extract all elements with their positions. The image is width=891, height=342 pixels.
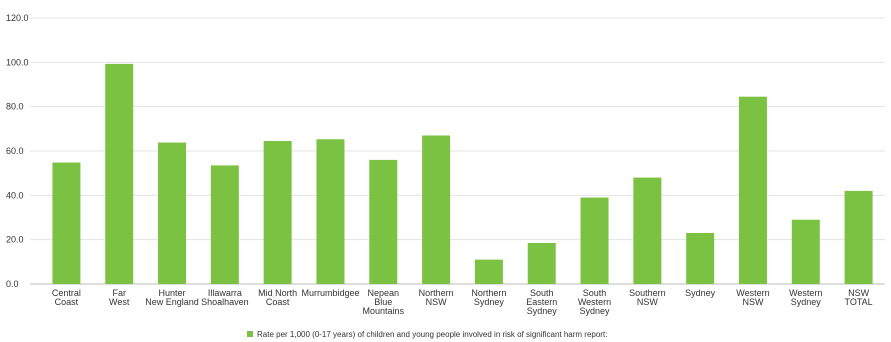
x-tick-label-line: Sydney [580,306,611,316]
x-tick-label-line: TOTAL [845,297,873,307]
bar [316,139,345,284]
x-tick-label: Murrumbidgee [301,288,359,298]
x-tick-label: Southern NSW [629,288,666,307]
x-tick-label-line: Blue [374,297,392,307]
bar [210,165,239,284]
x-tick-label-line: Central [52,288,81,298]
x-tick-label-line: Western [578,297,611,307]
x-tick-label-line: South [530,288,554,298]
bar [52,162,81,284]
x-tick-label: South Western Sydney [578,288,611,316]
x-tick-label: Northern Sydney [471,288,506,307]
bar [633,177,662,284]
bar [738,96,767,284]
legend-label: Rate per 1,000 (0-17 years) of children … [257,330,607,339]
bar [158,142,187,284]
x-tick-label-line: NSW [848,288,870,298]
x-tick-label-line: Far [112,288,126,298]
x-tick-label-line: Illawarra [208,288,242,298]
x-tick-label: South Eastern Sydney [526,288,557,316]
bar [422,135,451,284]
x-tick-label-line: Hunter [159,288,186,298]
bar [844,190,873,284]
x-tick-label-line: Western [789,288,822,298]
bar [105,63,134,285]
x-tick-label-line: Coast [266,297,290,307]
x-tick-label: NSW TOTAL [845,288,873,307]
x-tick-label-line: South [583,288,607,298]
y-tick-label: 120.0 [6,13,29,23]
x-tick-label: Western NSW [736,288,769,307]
x-tick-label-line: Mid North [258,288,297,298]
bars [52,63,873,285]
x-tick-label: Nepean Blue Mountains [363,288,405,316]
x-tick-label: Hunter New England [145,288,199,307]
x-tick-label-line: Northern [419,288,454,298]
y-tick-label: 100.0 [6,57,29,67]
bar [791,219,820,284]
y-tick-label: 80.0 [6,102,24,112]
x-tick-label: Mid North Coast [258,288,297,307]
x-tick-label-line: Sydney [685,288,716,298]
x-tick-label-line: Sydney [474,297,505,307]
x-tick-label-line: Southern [629,288,666,298]
y-axis-ticks: 0.0 20.0 40.0 60.0 80.0 100.0 120.0 [6,13,29,289]
y-tick-label: 0.0 [6,279,19,289]
y-tick-label: 20.0 [6,235,24,245]
bar [580,197,609,284]
legend: Rate per 1,000 (0-17 years) of children … [247,330,607,339]
x-tick-label-line: NSW [637,297,659,307]
y-tick-label: 40.0 [6,190,24,200]
x-tick-label-line: West [109,297,130,307]
legend-swatch [247,331,253,337]
x-tick-label-line: NSW [426,297,448,307]
x-tick-label: Illawarra Shoalhaven [201,288,249,307]
x-tick-label-line: Murrumbidgee [301,288,359,298]
x-tick-label-line: Northern [471,288,506,298]
bar [263,141,292,284]
x-tick-label: Far West [109,288,130,307]
bar [474,259,503,284]
bar [527,242,556,284]
x-tick-label: Western Sydney [789,288,822,307]
x-tick-label-line: Sydney [527,306,558,316]
x-tick-label-line: NSW [742,297,764,307]
x-tick-label-line: Nepean [368,288,400,298]
x-tick-label: Sydney [685,288,716,298]
x-tick-label-line: Coast [55,297,79,307]
x-tick-label-line: Western [736,288,769,298]
x-tick-label-line: Eastern [526,297,557,307]
bar [686,233,715,284]
x-tick-label-line: Shoalhaven [201,297,249,307]
x-tick-label: Northern NSW [419,288,454,307]
x-tick-label: Central Coast [52,288,81,307]
x-tick-label-line: Mountains [363,306,405,316]
bar [369,159,398,284]
x-tick-label-line: Sydney [791,297,822,307]
x-tick-label-line: New England [145,297,199,307]
y-tick-label: 60.0 [6,146,24,156]
